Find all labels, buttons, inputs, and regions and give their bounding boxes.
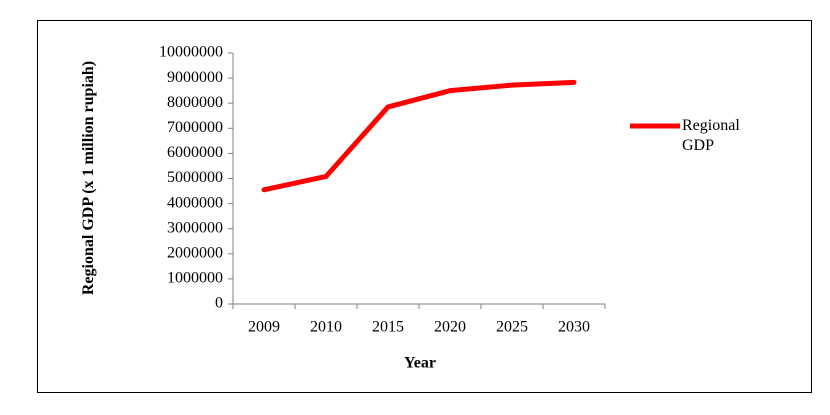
y-tick-label: 1000000	[167, 270, 223, 287]
y-tick-label: 0	[215, 295, 223, 312]
y-tick-label: 10000000	[159, 44, 223, 61]
legend-label: Regional GDP	[682, 117, 740, 154]
x-tick-label: 2010	[310, 319, 342, 336]
chart-border	[37, 20, 812, 393]
x-tick-label: 2020	[434, 319, 466, 336]
y-tick-label: 5000000	[167, 169, 223, 186]
x-tick-label: 2009	[248, 319, 280, 336]
y-tick-label: 3000000	[167, 219, 223, 236]
x-axis-title: Year	[404, 355, 436, 372]
y-tick-label: 4000000	[167, 194, 223, 211]
x-tick-label: 2015	[372, 319, 404, 336]
x-tick-label: 2025	[496, 319, 528, 336]
y-tick-label: 6000000	[167, 144, 223, 161]
y-axis-title: Regional GDP (x 1 million rupiah)	[80, 60, 97, 296]
y-tick-label: 2000000	[167, 244, 223, 261]
y-tick-label: 7000000	[167, 119, 223, 136]
x-tick-label: 2030	[558, 319, 590, 336]
y-tick-label: 9000000	[167, 69, 223, 86]
data-line	[261, 79, 577, 193]
y-tick-label: 8000000	[167, 94, 223, 111]
